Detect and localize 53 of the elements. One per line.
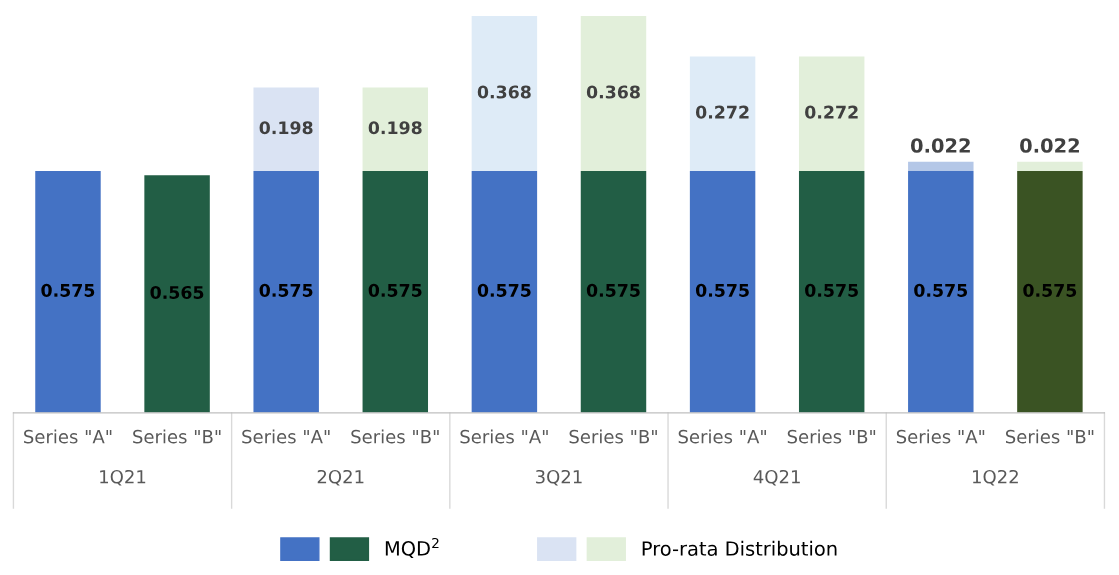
- bar: [908, 170, 974, 413]
- data-label: 0.575: [477, 283, 531, 297]
- data-label: 0.575: [1023, 283, 1077, 297]
- bar: [362, 170, 429, 413]
- x-tick-label: Series "A": [896, 429, 985, 444]
- x-tick-label: Series "B": [569, 429, 657, 444]
- bar: [35, 170, 101, 413]
- data-label: 0.198: [259, 121, 313, 135]
- bar: [689, 56, 756, 171]
- data-label: 0.368: [586, 85, 640, 99]
- bar: [908, 161, 974, 171]
- data-label: 0.575: [259, 283, 313, 297]
- data-label: 0.575: [695, 283, 749, 297]
- bar: [580, 170, 647, 413]
- text: 2Q21: [317, 469, 364, 486]
- text: 4Q21: [753, 469, 800, 486]
- data-label: 0.575: [914, 283, 968, 297]
- legend-label: Pro-rata Distribution: [642, 540, 837, 556]
- x-tick-label: Series "A": [678, 429, 766, 444]
- bar: [1017, 170, 1083, 413]
- x-tick-label: Series "A": [460, 429, 548, 444]
- text: 1Q22: [973, 469, 1018, 486]
- x-tick-label: Series "A": [242, 429, 330, 444]
- data-label: 0.575: [805, 283, 858, 297]
- text: 3Q21: [535, 469, 582, 486]
- data-label: 0.565: [150, 285, 204, 300]
- x-tick-label: Series "B": [351, 429, 439, 444]
- bar: [1017, 161, 1083, 171]
- legend-label: MQD$^{2}$: [385, 537, 439, 558]
- data-label: 0.022: [910, 138, 970, 153]
- bar: [253, 170, 319, 413]
- x-tick-label: Series "A": [24, 429, 112, 444]
- x-tick-label: Series "B": [1005, 429, 1094, 444]
- bar: [471, 16, 538, 171]
- bar: [580, 16, 647, 171]
- data-label: 0.272: [695, 105, 749, 119]
- bar: [253, 87, 319, 171]
- data-label: 0.368: [477, 85, 531, 99]
- data-label: 0.198: [368, 121, 422, 135]
- bar: [362, 87, 429, 171]
- data-label: 0.575: [368, 283, 422, 297]
- data-label: 0.575: [586, 283, 640, 297]
- x-tick-label: Series "B": [133, 429, 221, 444]
- x-tick-label: Series "B": [787, 429, 876, 444]
- bar: [689, 170, 756, 413]
- data-label: 0.022: [1020, 138, 1079, 153]
- bar: [471, 170, 538, 413]
- bar: [798, 56, 865, 171]
- bar: [144, 175, 210, 413]
- bar: [798, 170, 865, 413]
- data-label: 0.575: [41, 283, 95, 297]
- text: 1Q21: [100, 469, 146, 486]
- data-label: 0.272: [805, 105, 858, 119]
